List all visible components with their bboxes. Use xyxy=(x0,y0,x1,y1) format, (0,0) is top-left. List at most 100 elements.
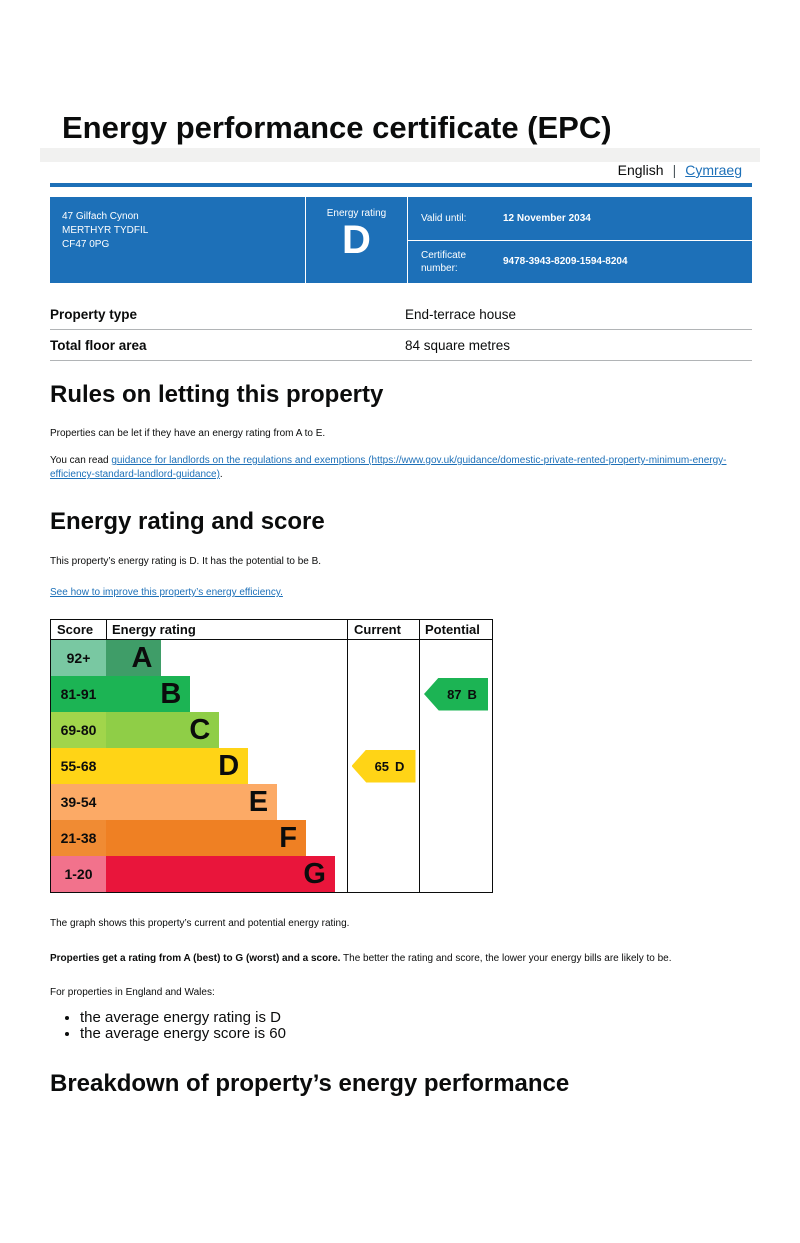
epc-band-row-c: 69-80 C xyxy=(51,712,492,748)
epc-score-range: 69-80 xyxy=(51,712,106,748)
title-divider xyxy=(50,183,752,187)
rules-paragraph-2: You can read guidance for landlords on t… xyxy=(50,454,752,482)
certificate-number-value: 9478-3943-8209-1594-8204 xyxy=(503,256,628,268)
valid-until-label: Valid until: xyxy=(421,212,467,224)
property-address: 47 Gilfach Cynon MERTHYR TYDFIL CF47 0PG xyxy=(50,197,305,283)
language-cymraeg-link[interactable]: Cymraeg xyxy=(685,162,742,178)
epc-score-range: 1-20 xyxy=(51,856,106,892)
epc-band-bar-a: A xyxy=(106,640,162,676)
page-title: Energy performance certificate (EPC) xyxy=(62,110,612,145)
potential-rating-marker-letter: B xyxy=(467,686,477,702)
chart-header-score: Score xyxy=(57,622,94,637)
chart-explanation-2-bold: Properties get a rating from A (best) to… xyxy=(50,953,341,964)
energy-rating-value: D xyxy=(342,218,371,262)
epc-current-cell xyxy=(347,856,419,892)
chart-header-energy-rating: Energy rating xyxy=(106,620,347,639)
epc-current-cell: 65 D xyxy=(347,748,419,784)
chart-body: 92+ A 81-91 B 87 B 69-80 C 55-68 D 65 D 39-54 E 21-38 F… xyxy=(51,640,492,892)
epc-band-bar-c: C xyxy=(106,712,220,748)
epc-potential-cell xyxy=(419,640,492,676)
landlord-guidance-link[interactable]: guidance for landlords on the regulation… xyxy=(50,455,727,480)
epc-band-bar-g: G xyxy=(106,856,335,892)
epc-potential-cell xyxy=(419,712,492,748)
breakdown-heading: Breakdown of property’s energy performan… xyxy=(50,1070,570,1097)
epc-band-track: C xyxy=(106,712,347,748)
epc-band-row-e: 39-54 E xyxy=(51,784,492,820)
epc-current-cell xyxy=(347,820,419,856)
chart-explanation-1: The graph shows this property’s current … xyxy=(50,918,350,929)
language-separator: | xyxy=(672,162,677,178)
epc-band-track: G xyxy=(106,856,347,892)
rules-heading: Rules on letting this property xyxy=(50,381,384,408)
epc-band-letter: G xyxy=(303,857,326,890)
epc-band-row-d: 55-68 D 65 D xyxy=(51,748,492,784)
certificate-number-row: Certificate number: 9478-3943-8209-1594-… xyxy=(408,239,752,284)
language-english-label: English xyxy=(617,162,664,178)
epc-band-letter: E xyxy=(248,785,269,818)
epc-band-letter: D xyxy=(218,749,240,782)
certificate-number-label: Certificate number: xyxy=(421,249,467,274)
epc-current-cell xyxy=(347,676,419,712)
epc-potential-cell: 87 B xyxy=(419,676,492,712)
epc-potential-cell xyxy=(419,784,492,820)
epc-band-letter: A xyxy=(131,641,153,674)
epc-score-range: 92+ xyxy=(51,640,106,676)
detail-value: 84 square metres xyxy=(405,337,511,353)
chart-explanation-2-rest: The better the rating and score, the low… xyxy=(340,953,672,964)
epc-current-cell xyxy=(347,640,419,676)
potential-rating-marker-score: 87 xyxy=(447,686,462,702)
energy-rating-cell: Energy rating D xyxy=(305,197,407,283)
top-divider-bar xyxy=(40,148,760,162)
address-line-2: MERTHYR TYDFIL xyxy=(62,225,149,236)
rules-paragraph-1: Properties can be let if they have an en… xyxy=(50,428,326,439)
language-switcher: English | Cymraeg xyxy=(618,162,742,178)
detail-label: Property type xyxy=(50,306,138,322)
epc-score-range: 55-68 xyxy=(51,748,106,784)
epc-current-cell xyxy=(347,712,419,748)
epc-band-bar-b: B xyxy=(106,676,191,712)
epc-current-cell xyxy=(347,784,419,820)
epc-band-letter: F xyxy=(279,821,298,854)
valid-until-row: Valid until: 12 November 2034 xyxy=(408,197,752,240)
epc-band-track: B xyxy=(106,676,347,712)
epc-potential-cell xyxy=(419,748,492,784)
epc-score-range: 39-54 xyxy=(51,784,106,820)
rules-paragraph-2-suffix: . xyxy=(219,469,223,480)
epc-band-track: E xyxy=(106,784,347,820)
chart-explanation-2: Properties get a rating from A (best) to… xyxy=(50,952,752,966)
rules-paragraph-2-prefix: You can read xyxy=(50,455,112,466)
improve-efficiency-paragraph: See how to improve this property’s energ… xyxy=(50,586,752,600)
epc-band-row-b: 81-91 B 87 B xyxy=(51,676,492,712)
address-line-3: CF47 0PG xyxy=(62,239,110,250)
epc-band-track: D xyxy=(106,748,347,784)
improve-efficiency-link[interactable]: See how to improve this property’s energ… xyxy=(50,587,283,598)
list-item: the average energy rating is D xyxy=(80,1010,752,1026)
epc-band-row-g: 1-20 G xyxy=(51,856,492,892)
detail-label: Total floor area xyxy=(50,337,147,353)
epc-score-range: 81-91 xyxy=(51,676,106,712)
average-stats-list: the average energy rating is D the avera… xyxy=(50,1010,752,1042)
epc-band-bar-f: F xyxy=(106,820,307,856)
valid-until-value: 12 November 2034 xyxy=(503,212,591,224)
epc-band-row-a: 92+ A xyxy=(51,640,492,676)
epc-band-track: F xyxy=(106,820,347,856)
certificate-meta: Valid until: 12 November 2034 Certificat… xyxy=(407,197,752,283)
current-rating-marker-score: 65 xyxy=(374,758,390,774)
epc-score-range: 21-38 xyxy=(51,820,106,856)
property-details-list: Property type End-terrace house Total fl… xyxy=(50,299,752,361)
certificate-summary-box: 47 Gilfach Cynon MERTHYR TYDFIL CF47 0PG… xyxy=(50,197,752,283)
chart-explanation-3: For properties in England and Wales: xyxy=(50,987,215,998)
chart-header-row: Score Energy rating Current Potential xyxy=(51,620,492,640)
page-content: Energy performance certificate (EPC) 47 … xyxy=(0,110,800,1098)
potential-rating-marker: 87 B xyxy=(424,677,488,711)
chart-header-current: Current xyxy=(347,620,419,639)
epc-band-bar-e: E xyxy=(106,784,278,820)
epc-band-letter: B xyxy=(160,677,182,710)
epc-potential-cell xyxy=(419,856,492,892)
epc-band-row-f: 21-38 F xyxy=(51,820,492,856)
chart-header-potential: Potential xyxy=(419,620,492,639)
list-item: the average energy score is 60 xyxy=(80,1026,752,1042)
detail-value: End-terrace house xyxy=(405,306,517,322)
energy-rating-chart: Score Energy rating Current Potential 92… xyxy=(50,619,493,893)
address-line-1: 47 Gilfach Cynon xyxy=(62,211,139,222)
